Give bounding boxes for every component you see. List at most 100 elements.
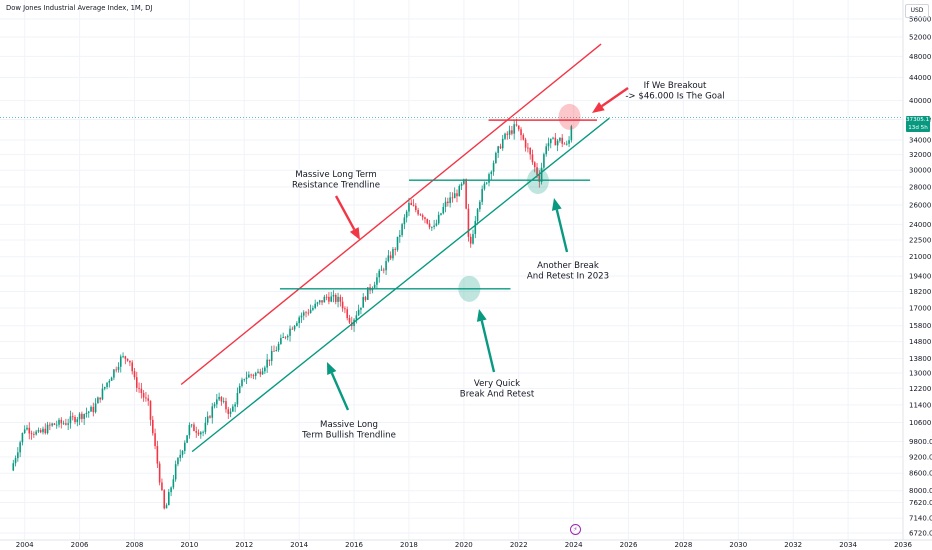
time-tick-label: 2030 <box>729 541 747 549</box>
candle <box>254 371 257 380</box>
symbol-title[interactable]: Dow Jones Industrial Average Index, 1M, … <box>6 4 153 12</box>
candle <box>60 417 63 429</box>
candle <box>520 127 522 141</box>
candle-body <box>209 416 211 418</box>
candle <box>394 247 397 256</box>
candle <box>193 422 195 432</box>
candle-body <box>268 359 271 361</box>
price-tick-label: 34000.00 <box>909 136 932 144</box>
candle-body <box>149 400 152 420</box>
candle <box>264 365 266 374</box>
candle-body <box>408 202 410 212</box>
candle <box>517 125 520 132</box>
annotation-label: Massive Long Term Resistance Trendline <box>292 170 380 191</box>
candle-body <box>145 397 147 399</box>
candle-body <box>325 296 328 298</box>
candle-body <box>428 223 431 228</box>
candle <box>202 430 204 437</box>
candle <box>522 133 525 141</box>
candle <box>565 140 568 146</box>
candle <box>469 233 472 248</box>
candle-body <box>284 336 287 338</box>
price-tick-label: 52000.00 <box>909 33 932 41</box>
candle <box>435 219 438 227</box>
candle <box>378 268 381 283</box>
quick-retest-arrow-head <box>476 309 487 322</box>
candle <box>259 368 262 378</box>
candle <box>19 440 21 458</box>
candle-body <box>140 388 143 394</box>
candle <box>158 461 161 486</box>
candle-body <box>177 458 179 465</box>
candle <box>135 371 138 392</box>
candle-body <box>261 371 264 375</box>
highlight-circle <box>526 168 549 195</box>
lightning-icon[interactable]: ⚡ <box>570 524 581 535</box>
price-tick-label: 10600.00 <box>909 419 932 427</box>
currency-button[interactable]: USD <box>905 4 929 18</box>
annotation-line: Very Quick <box>474 379 520 389</box>
candle-body <box>119 356 122 367</box>
candle-body <box>250 374 252 376</box>
candle <box>385 257 387 276</box>
candle-body <box>282 336 284 338</box>
price-tick-label: 6720.00 <box>909 529 932 537</box>
candle <box>142 390 145 402</box>
time-tick-label: 2016 <box>345 541 363 549</box>
price-tick-label: 15800.00 <box>909 322 932 330</box>
price-tick-label: 26000.00 <box>909 201 932 209</box>
price-tick-label: 8600.00 <box>909 470 932 478</box>
candle <box>428 219 431 230</box>
chart-annotations: If We Breakout -> $46.000 Is The Goal Mass… <box>292 81 725 441</box>
candle <box>92 402 95 417</box>
candle-body <box>129 360 131 363</box>
candle-body <box>540 167 543 182</box>
candle-body <box>60 419 63 424</box>
candle-body <box>33 433 35 435</box>
chart-grid <box>0 0 904 540</box>
candle <box>559 137 561 143</box>
last-price-value: 37305.17 <box>906 117 932 123</box>
candle <box>362 293 365 308</box>
time-axis[interactable]: 2004 2006 2008 2010 2012 2014 2016 2018 2020 2022… <box>0 539 932 549</box>
price-tick-label: 24000.00 <box>909 221 932 229</box>
candle-body <box>154 433 156 447</box>
candle <box>424 216 426 224</box>
candle-body <box>444 201 447 207</box>
candle-body <box>58 419 60 425</box>
chart-drawings[interactable] <box>180 43 629 453</box>
candle <box>465 178 467 210</box>
candle-body <box>200 432 202 435</box>
candle-body <box>163 490 166 509</box>
candle-body <box>401 224 403 236</box>
candle-body <box>346 309 349 319</box>
candle <box>440 212 442 216</box>
candle-body <box>14 458 17 464</box>
candle <box>376 273 378 289</box>
annotation-line: Resistance Trendline <box>292 181 380 191</box>
candle <box>360 307 362 315</box>
candle <box>410 199 413 206</box>
candle <box>167 488 170 506</box>
price-axis[interactable]: 56000.00 52000.00 48000.00 44000.00 40000.00… <box>902 0 932 540</box>
candle-body <box>538 174 541 182</box>
candle-body <box>110 377 113 381</box>
candle-body <box>21 433 24 443</box>
candle-body <box>474 220 477 235</box>
candle-body <box>412 205 415 206</box>
candle <box>17 447 19 462</box>
candle-body <box>296 323 298 326</box>
candle-body <box>531 154 534 163</box>
candle-body <box>437 214 440 224</box>
candle <box>165 503 168 509</box>
candle <box>305 310 307 318</box>
candle <box>161 478 163 492</box>
candle <box>236 387 239 408</box>
candle <box>188 422 191 439</box>
candle <box>270 345 273 366</box>
candle-body <box>552 137 554 139</box>
candle <box>533 161 536 173</box>
candle <box>554 133 557 146</box>
candle-body <box>44 428 47 434</box>
